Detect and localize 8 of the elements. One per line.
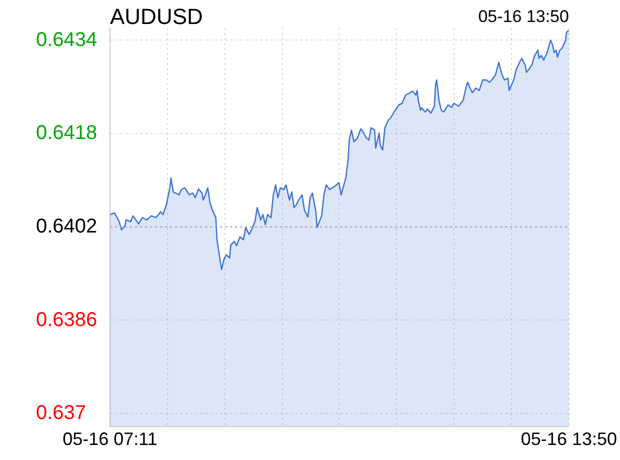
text: 05-16 13:50 — [478, 7, 569, 26]
y-tick-label: 0.6434 — [36, 28, 98, 51]
y-tick-label: 0.6386 — [36, 308, 98, 331]
chart-title: AUDUSD — [110, 4, 203, 29]
x-tick-label: 05-16 07:11 — [62, 429, 158, 450]
y-tick-label: 0.637 — [36, 402, 86, 424]
y-tick-label: 0.6418 — [36, 122, 98, 144]
y-tick-label: 0.6402 — [36, 215, 98, 238]
